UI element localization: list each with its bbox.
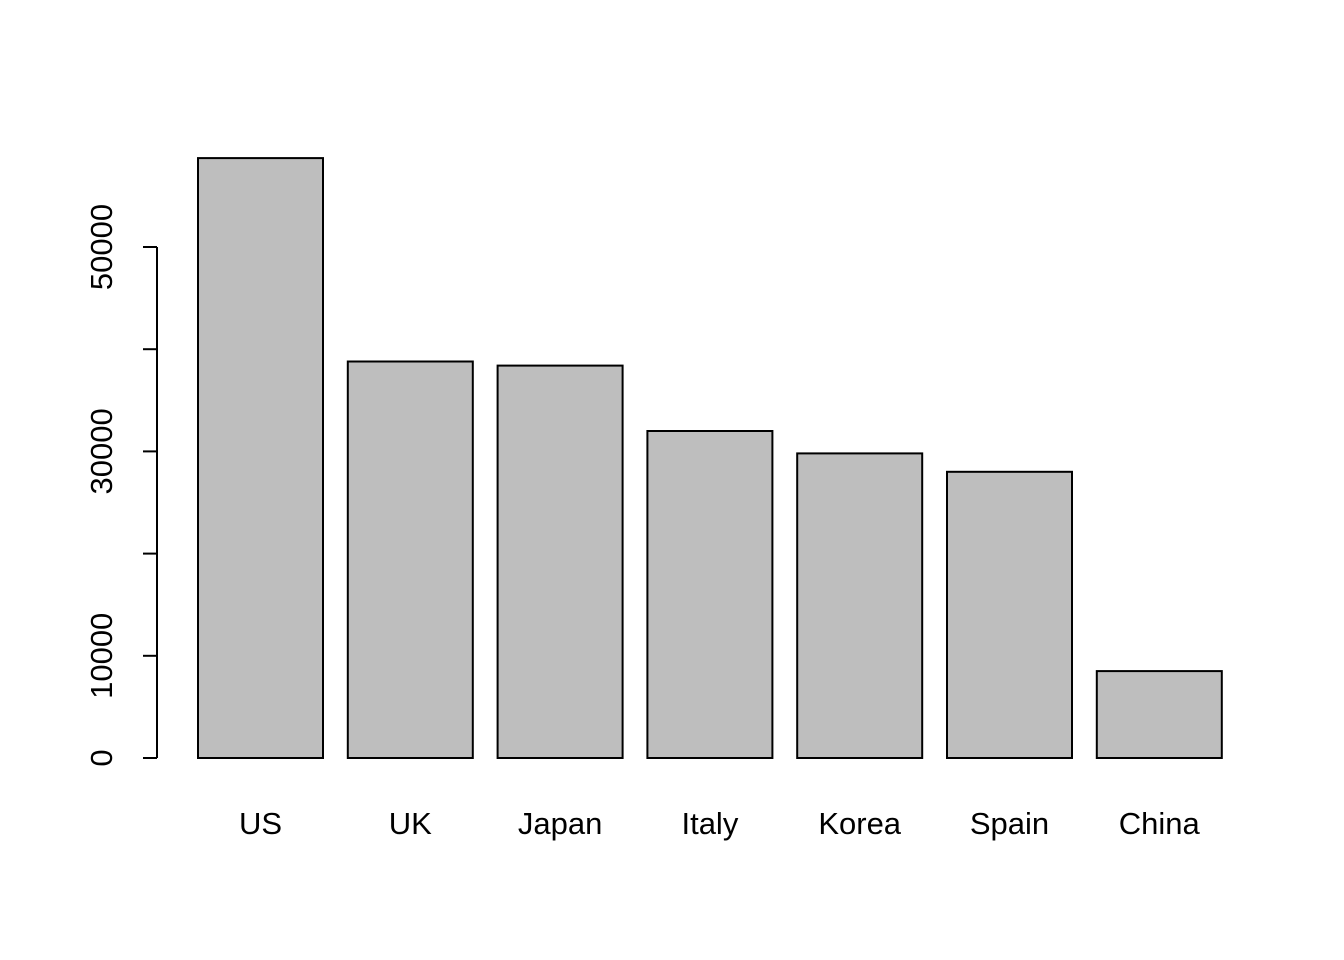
y-tick-label-0: 0	[84, 749, 119, 766]
bar-china	[1095, 670, 1223, 759]
x-tick-label-uk: UK	[389, 806, 432, 841]
y-axis: 0 10000 30000 50000	[84, 204, 158, 767]
bar-japan	[496, 364, 624, 759]
bar-spain	[946, 470, 1073, 759]
x-tick-label-italy: Italy	[681, 806, 738, 841]
y-tick-label-30000: 30000	[84, 408, 119, 494]
x-tick-label-japan: Japan	[518, 806, 602, 841]
bar-uk	[346, 360, 474, 759]
y-tick-label-10000: 10000	[84, 613, 119, 699]
x-tick-label-china: China	[1119, 806, 1201, 841]
x-tick-label-spain: Spain	[970, 806, 1049, 841]
bars-group	[197, 157, 1223, 760]
x-tick-label-us: US	[239, 806, 282, 841]
bar-italy	[646, 430, 774, 759]
y-tick-label-50000: 50000	[84, 204, 119, 290]
x-axis-labels: US UK Japan Italy Korea Spain China	[239, 806, 1201, 841]
x-tick-label-korea: Korea	[818, 806, 901, 841]
bar-us	[197, 157, 324, 760]
bar-korea	[796, 452, 924, 759]
